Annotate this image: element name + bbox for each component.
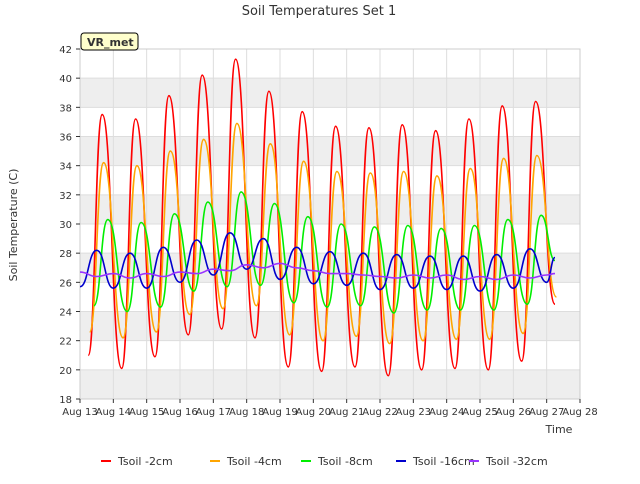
- x-tick-label: Aug 28: [562, 407, 597, 418]
- station-badge-box: [80, 32, 139, 51]
- x-tick-label: Aug 23: [396, 407, 431, 418]
- series-line-0: [87, 58, 556, 377]
- legend-label: Tsoil -8cm: [317, 455, 373, 468]
- legend-label: Tsoil -16cm: [412, 455, 475, 468]
- legend-label: Tsoil -32cm: [485, 455, 548, 468]
- grid-band: [80, 311, 580, 341]
- station-badge: VR_met: [80, 32, 139, 51]
- x-tick-label: Aug 22: [362, 407, 397, 418]
- y-axis-label: Soil Temperature (C): [7, 169, 20, 282]
- legend-item: Tsoil -16cm: [396, 455, 475, 468]
- x-tick-label: Aug 21: [329, 407, 364, 418]
- x-tick-label: Aug 15: [129, 407, 164, 418]
- x-tick-label: Aug 17: [196, 407, 231, 418]
- y-tick-label: 36: [59, 133, 72, 144]
- y-tick-label: 26: [59, 278, 72, 289]
- series-line-3: [79, 232, 556, 292]
- x-tick-label: Aug 24: [429, 407, 464, 418]
- y-tick-label: 34: [59, 162, 72, 173]
- x-tick-label: Aug 20: [296, 407, 331, 418]
- legend-item: Tsoil -2cm: [101, 455, 173, 468]
- y-tick-label: 42: [59, 45, 72, 56]
- legend-label: Tsoil -2cm: [117, 455, 173, 468]
- y-tick-label: 22: [59, 337, 72, 348]
- series-line-2: [93, 191, 556, 314]
- series-line-4: [79, 262, 556, 281]
- y-tick-label: 20: [59, 366, 72, 377]
- x-tick-label: Aug 27: [529, 407, 564, 418]
- x-tick-label: Aug 18: [229, 407, 264, 418]
- x-tick-label: Aug 14: [96, 407, 131, 418]
- x-tick-label: Aug 25: [462, 407, 497, 418]
- chart-title: Soil Temperatures Set 1: [242, 4, 397, 19]
- y-tick-label: 18: [59, 395, 72, 406]
- x-tick-label: Aug 19: [262, 407, 297, 418]
- y-tick-label: 30: [59, 220, 72, 231]
- grid-band: [80, 369, 580, 399]
- legend: Tsoil -2cm Tsoil -4cm Tsoil -8cm Tsoil -16c…: [101, 455, 548, 468]
- y-tick-label: 40: [59, 74, 72, 85]
- grid-band: [80, 78, 580, 108]
- x-tick-label: Aug 13: [62, 407, 97, 418]
- x-tick-label: Aug 26: [496, 407, 531, 418]
- series-lines: [79, 58, 558, 377]
- y-tick-label: 38: [59, 103, 72, 114]
- y-tick-label: 28: [59, 249, 72, 260]
- y-tick-label: 24: [59, 308, 72, 319]
- y-tick-label: 32: [59, 191, 72, 202]
- x-axis-label: Time: [545, 423, 573, 436]
- series-line-1: [88, 122, 558, 345]
- station-badge-label: VR_met: [87, 36, 134, 49]
- legend-item: Tsoil -32cm: [469, 455, 548, 468]
- legend-item: Tsoil -4cm: [210, 455, 282, 468]
- legend-label: Tsoil -4cm: [226, 455, 282, 468]
- x-tick-label: Aug 16: [162, 407, 197, 418]
- legend-item: Tsoil -8cm: [301, 455, 373, 468]
